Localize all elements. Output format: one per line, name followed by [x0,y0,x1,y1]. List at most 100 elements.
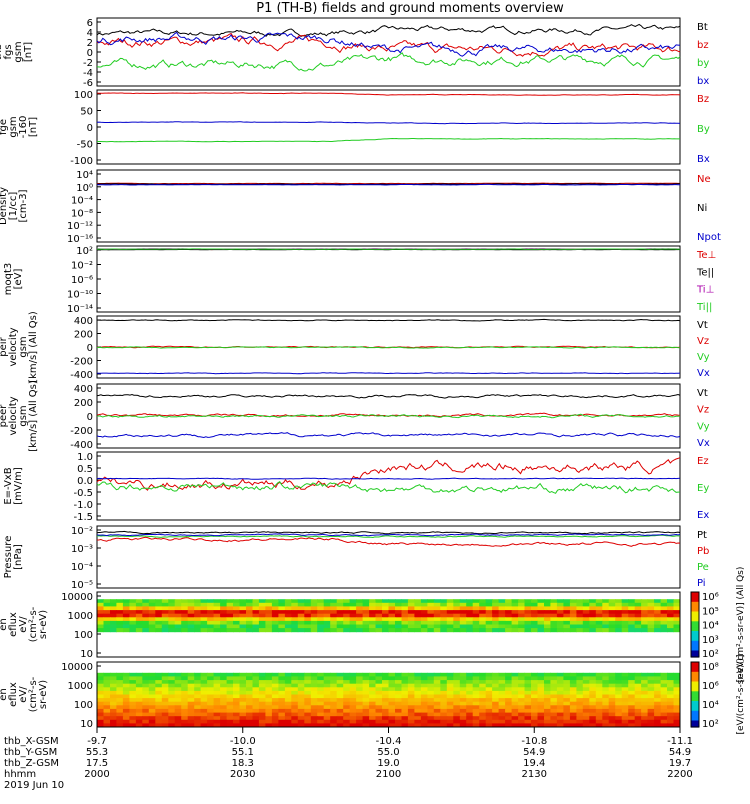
heat-cell [395,617,402,622]
heat-cell [116,628,124,633]
heat-cell [330,708,338,713]
heat-cell [466,610,474,615]
heat-cell [239,705,247,710]
heat-cell [226,698,234,703]
heat-cell [395,602,402,607]
heat-cell [524,712,532,717]
heat-cell [524,606,532,611]
heat-cell [647,705,655,710]
heat-cell [239,610,247,615]
heat-cell [401,599,409,604]
heat-cell [349,628,357,633]
heat-cell [492,698,500,703]
heat-cell [155,698,163,703]
heat-cell [135,620,143,625]
heat-cell [382,719,389,724]
heat-cell [608,610,616,615]
heat-cell [556,672,564,677]
heat-cell [330,719,338,724]
heat-cell [252,676,260,681]
heat-cell [505,698,513,703]
heat-cell [330,712,338,717]
heat-cell [330,705,338,710]
heat-cell [252,708,260,713]
heat-cell [433,690,441,695]
heat-cell [654,705,662,710]
legend-label: Ne [697,174,711,185]
heat-cell [498,680,506,685]
heat-cell [187,624,195,629]
heat-cell [239,602,247,607]
heat-cell [563,694,571,699]
heat-cell [356,680,364,685]
heat-cell [200,599,208,604]
heat-cell [239,719,247,724]
heat-cell [181,716,189,721]
heat-cell [362,620,370,625]
heat-cell [673,712,681,717]
heat-cell [641,672,649,677]
heat-cell [336,602,344,607]
footer-value: 19.7 [669,758,691,769]
heat-cell [142,617,150,622]
heat-cell [297,701,305,706]
heat-cell [498,628,506,633]
heat-cell [395,676,402,681]
heat-cell [317,617,325,622]
heat-cell [563,628,571,633]
series-line [96,477,681,480]
heat-cell [556,602,564,607]
heat-cell [174,628,182,633]
heat-cell [220,701,228,706]
heat-cell [608,708,616,713]
heat-cell [207,719,215,724]
heat-cell [531,672,538,677]
legend-label: Bx [697,154,710,165]
heat-cell [181,694,189,699]
heat-cell [246,683,253,688]
heat-cell [466,708,474,713]
heat-cell [395,690,402,695]
series-line [96,533,681,537]
heat-cell [634,712,642,717]
heat-cell [647,719,655,724]
y-tick-label: -50 [77,140,93,151]
heat-cell [252,613,260,618]
heat-cell [453,606,461,611]
heat-cell [440,683,448,688]
heat-cell [556,705,564,710]
heat-cell [492,690,500,695]
heat-cell [466,694,474,699]
heat-cell [472,723,480,728]
heat-cell [323,602,331,607]
heat-cell [427,676,435,681]
heat-cell [336,610,344,615]
heat-cell [453,716,461,721]
heat-cell [110,676,117,681]
heat-cell [304,624,312,629]
heat-cell [330,687,338,692]
heat-cell [531,610,538,615]
heat-cell [336,628,344,633]
heat-cell [621,610,629,615]
heat-cell [330,680,338,685]
heat-cell [608,613,616,618]
heat-cell [246,708,253,713]
heat-cell [595,672,603,677]
heat-cell [660,687,668,692]
heat-cell [122,680,130,685]
heat-cell [654,716,662,721]
heat-cell [466,719,474,724]
heat-cell [265,694,273,699]
heat-cell [116,672,124,677]
heat-cell [537,705,545,710]
heat-cell [537,723,545,728]
heat-cell [433,708,441,713]
heat-cell [356,599,364,604]
heat-cell [155,617,163,622]
heat-cell [667,683,674,688]
heat-cell [233,723,240,728]
heat-cell [317,719,325,724]
heat-cell [531,708,538,713]
